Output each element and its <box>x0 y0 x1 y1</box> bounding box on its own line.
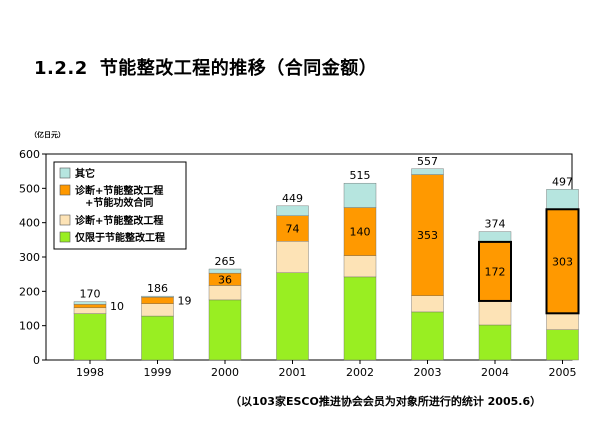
legend-label: 诊断+节能整改工程 <box>75 214 163 227</box>
section-number: 1.2.2 <box>34 58 88 79</box>
bar-segment <box>546 209 579 314</box>
y-tick-label: 300 <box>19 251 40 264</box>
bar-segment <box>208 299 242 361</box>
total-label: 557 <box>417 155 438 168</box>
legend-label: 其它 <box>75 167 95 180</box>
segment-value-label: 172 <box>485 265 506 278</box>
data-labels: 170 186 265 449 515 557 374 497 10 19 36 74 140 353 17… <box>80 155 574 313</box>
x-axis: 1998 1999 2000 2001 2002 2003 2004 2005 <box>76 360 577 379</box>
segment-value-label: 19 <box>178 294 192 307</box>
bar-segment <box>73 304 107 309</box>
bar-segment <box>208 285 242 301</box>
legend-swatch <box>59 184 71 196</box>
legend-swatch <box>59 214 71 226</box>
bar-segment <box>343 207 377 256</box>
segment-value-label: 303 <box>552 255 573 268</box>
total-label: 449 <box>282 192 303 205</box>
bars <box>73 168 580 361</box>
x-tick-label: 2000 <box>211 366 239 379</box>
y-axis: 0 100 200 300 400 500 600 <box>19 148 46 367</box>
bar-segment <box>546 329 579 361</box>
segment-value-label: 353 <box>417 229 438 242</box>
x-tick-label: 2001 <box>279 366 307 379</box>
y-tick-label: 600 <box>19 148 40 161</box>
bar-segment <box>343 276 377 361</box>
x-tick-label: 1998 <box>76 366 104 379</box>
bar-segment <box>411 174 444 296</box>
bar-segment <box>141 303 174 317</box>
bar-segment <box>73 301 107 305</box>
bar-segment <box>276 272 309 361</box>
bar-highlight-border <box>545 208 580 315</box>
bar-segment <box>411 295 444 313</box>
total-label: 265 <box>215 255 236 268</box>
x-tick-label: 2002 <box>346 366 374 379</box>
segment-value-label: 10 <box>110 300 124 313</box>
y-tick-label: 400 <box>19 217 40 230</box>
x-tick-label: 1999 <box>144 366 172 379</box>
bar-segment <box>411 168 444 175</box>
total-label: 170 <box>80 288 101 301</box>
bar-segment <box>478 231 512 243</box>
bar-segment <box>276 241 309 273</box>
y-tick-label: 200 <box>19 285 40 298</box>
bar-segment <box>141 296 174 304</box>
bar-segment <box>73 313 107 361</box>
y-tick-label: 100 <box>19 320 40 333</box>
total-label: 515 <box>350 169 371 182</box>
bar-segment <box>546 189 579 210</box>
bar-segment <box>276 205 309 217</box>
total-label: 186 <box>147 282 168 295</box>
source-note: （以103家ESCO推进协会会员为对象所进行的统计 2005.6） <box>230 395 542 408</box>
legend-swatch <box>59 167 71 179</box>
bar-segment <box>478 241 512 302</box>
bar-segment <box>478 300 512 326</box>
legend-label: 仅限于节能整改工程 <box>74 231 165 244</box>
bar-highlight-border <box>478 240 512 302</box>
bar-segment <box>343 255 377 278</box>
segment-value-label: 140 <box>350 226 371 239</box>
section-title: 节能整改工程的推移（合同金额） <box>99 58 378 79</box>
legend-box <box>53 161 187 250</box>
bar-segment <box>343 182 377 208</box>
y-tick-label: 0 <box>33 354 40 367</box>
bar-segment <box>478 324 512 361</box>
bar-segment <box>411 311 444 361</box>
x-tick-label: 2005 <box>549 366 577 379</box>
bar-segment <box>73 307 107 314</box>
y-tick-label: 500 <box>19 182 40 195</box>
segment-value-label: 74 <box>286 223 300 236</box>
y-axis-label: （亿日元） <box>30 130 65 139</box>
legend-label: +节能功效合同 <box>85 196 153 209</box>
page-title: 1.2.2 节能整改工程的推移（合同金额） <box>34 54 377 80</box>
legend-label: 诊断+节能整改工程 <box>75 184 163 197</box>
bar-segment <box>208 268 242 274</box>
total-label: 374 <box>485 218 506 231</box>
bar-segment <box>546 313 579 330</box>
x-tick-label: 2003 <box>414 366 442 379</box>
segment-value-label: 36 <box>218 273 232 286</box>
x-tick-label: 2004 <box>481 366 509 379</box>
total-label: 497 <box>552 175 573 188</box>
bar-segment <box>141 295 174 298</box>
legend-swatch <box>59 231 71 243</box>
bar-segment <box>141 315 174 361</box>
